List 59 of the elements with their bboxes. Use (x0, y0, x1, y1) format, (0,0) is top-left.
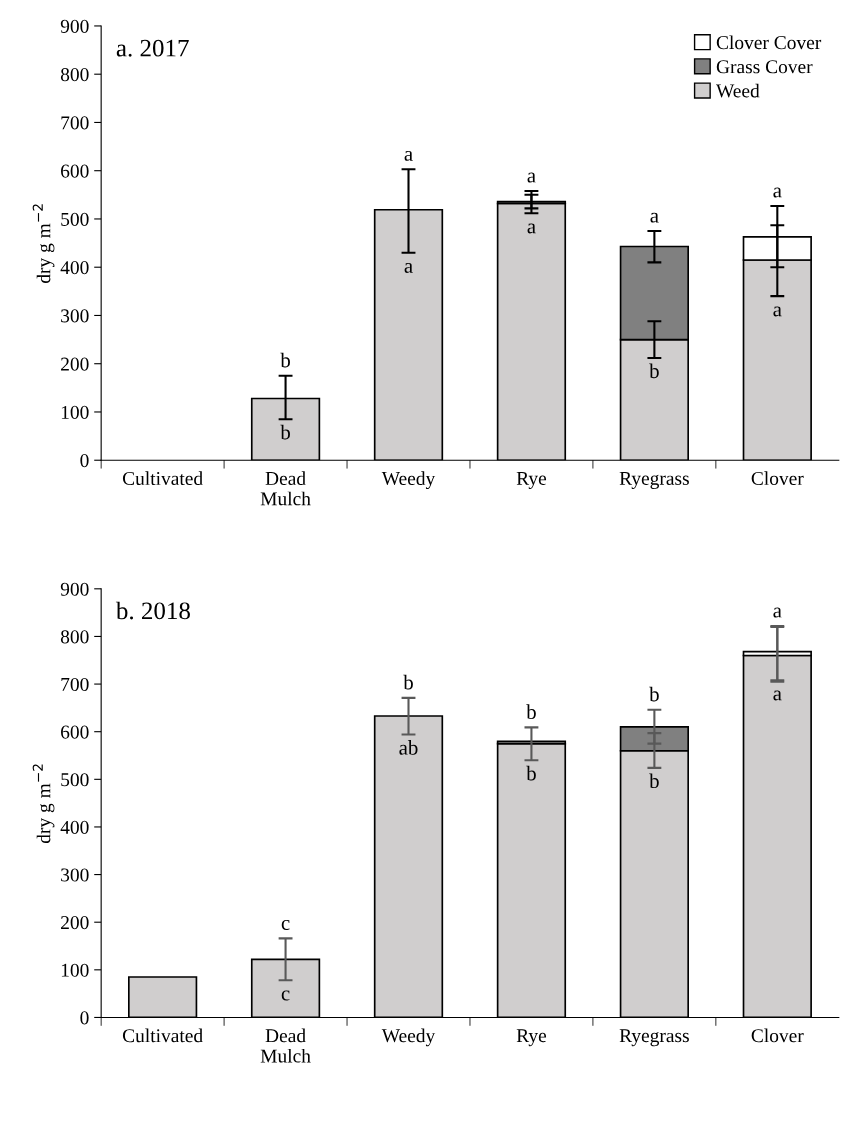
y-tick-label: 900 (60, 582, 89, 596)
total-label: b (403, 674, 413, 690)
total-label: a (650, 212, 659, 223)
data-label: b (280, 424, 290, 440)
total-label: a (773, 187, 782, 198)
y-tick-label: 100 (61, 963, 89, 977)
x-tick-label: Cultivated (122, 1028, 203, 1043)
y-tick-label: 0 (80, 454, 89, 468)
y-axis-title: dry g m$^{−2}$ (32, 764, 55, 844)
y-tick-label: 400 (60, 261, 89, 275)
data-label: b (649, 773, 659, 789)
y-tick-label: 500 (61, 773, 89, 787)
y-tick-label: 900 (60, 19, 89, 33)
y-tick-label: 500 (61, 212, 89, 226)
y-axis-title: dry g m$^{−2}$ (32, 204, 55, 284)
legend-label: Grass Cover (716, 60, 813, 74)
legend-label: Weed (716, 83, 760, 98)
y-tick-label: 0 (80, 1011, 89, 1025)
data-label: a (773, 690, 782, 701)
total-label: a (404, 150, 413, 161)
total-label: c (281, 919, 290, 930)
x-tick-label: Clover (751, 471, 804, 486)
legend-label: Clover Cover (716, 35, 822, 50)
y-tick-label: 300 (61, 309, 89, 323)
total-label: b (526, 704, 536, 720)
x-tick-label: Weedy (381, 1028, 436, 1047)
total-label: a (527, 172, 536, 183)
y-tick-label: 200 (61, 357, 89, 371)
y-tick-label: 800 (60, 630, 89, 644)
data-label: b (526, 765, 536, 781)
total-label: b (649, 686, 659, 702)
data-label: b (649, 363, 659, 379)
total-label: b (280, 352, 290, 368)
y-tick-label: 600 (61, 725, 89, 739)
x-tick-label: Dead Mulch (260, 1028, 311, 1063)
y-tick-label: 200 (61, 916, 89, 930)
y-tick-label: 700 (61, 116, 89, 130)
x-tick-label: Rye (516, 1029, 547, 1047)
x-tick-label: Dead Mulch (260, 471, 311, 506)
y-tick-label: 600 (61, 164, 89, 178)
y-tick-label: 300 (61, 868, 89, 882)
y-tick-label: 400 (60, 820, 89, 834)
x-tick-label: Rye (516, 472, 547, 489)
total-label: a (773, 607, 782, 618)
y-tick-label: 100 (61, 405, 89, 419)
data-label: c (281, 990, 290, 1001)
x-tick-label: Ryegrass (619, 472, 689, 489)
chart-title: a. 2017 (116, 39, 189, 57)
chart-title: b. 2018 (115, 601, 190, 620)
x-tick-label: Ryegrass (619, 1029, 689, 1047)
y-tick-label: 700 (61, 677, 89, 692)
data-label: ab (399, 740, 418, 755)
x-tick-label: Weedy (381, 471, 436, 490)
data-label: a (404, 262, 413, 273)
data-label: a (527, 223, 536, 234)
x-tick-label: Cultivated (122, 471, 203, 486)
y-tick-label: 800 (60, 68, 89, 82)
data-label: a (773, 306, 782, 317)
x-tick-label: Clover (751, 1028, 804, 1043)
